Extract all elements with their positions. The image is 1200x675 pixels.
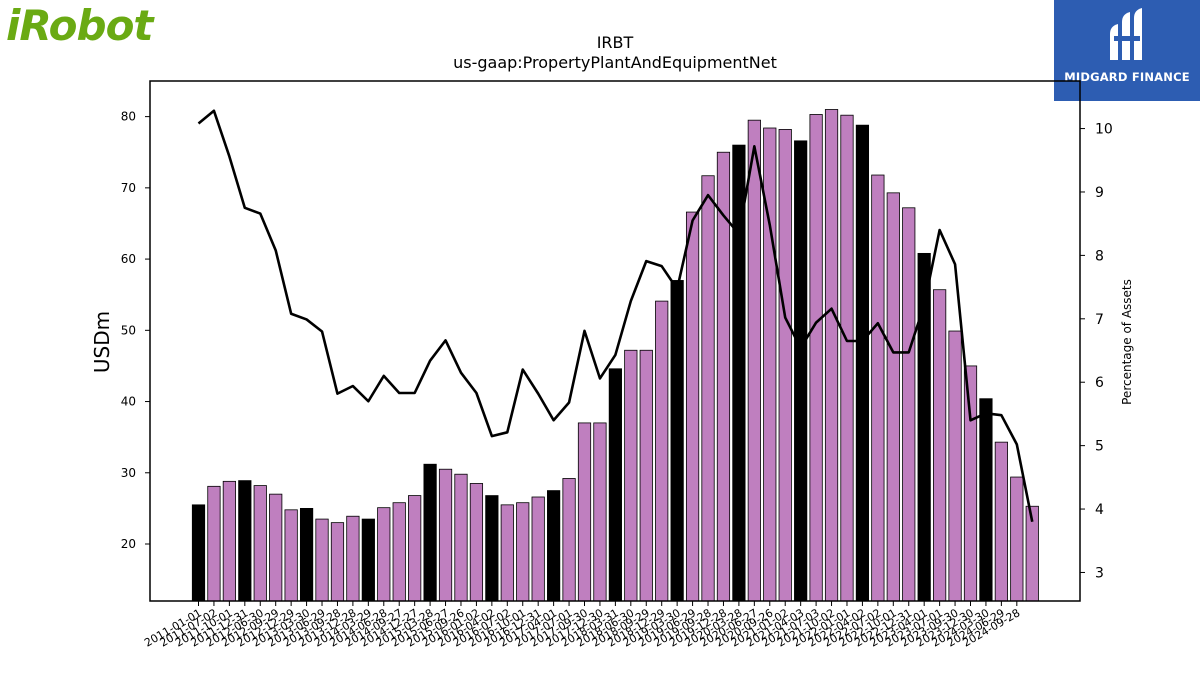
y2-tick-label: 6 — [1095, 375, 1104, 391]
bar — [886, 192, 900, 602]
irobot-logo-text: iRobot — [6, 2, 155, 46]
bar — [500, 504, 514, 602]
y-tick-label: 80 — [121, 110, 136, 124]
bar — [685, 211, 700, 602]
bar — [469, 483, 484, 602]
percent-of-assets-line — [197, 109, 1034, 522]
y-tick-label: 40 — [121, 395, 136, 409]
y2-tick-label: 10 — [1095, 122, 1113, 138]
bar — [454, 473, 468, 602]
y2-tick-label: 8 — [1095, 248, 1104, 264]
bar — [377, 507, 391, 602]
bar — [1010, 476, 1024, 602]
bar — [824, 109, 839, 602]
y-tick-label: 30 — [121, 466, 136, 480]
bar — [794, 140, 808, 602]
y2-tick-label: 7 — [1095, 312, 1104, 328]
irobot-logo: iRobot — [6, 2, 156, 46]
bar — [963, 365, 978, 602]
bar — [361, 518, 375, 602]
bar — [809, 114, 823, 602]
bar — [516, 502, 530, 602]
bar — [531, 496, 545, 602]
bar — [392, 502, 406, 602]
bar — [191, 504, 206, 602]
bar — [778, 129, 792, 602]
bar — [253, 485, 267, 602]
bar — [423, 463, 437, 602]
badge-text: MIDGARD FINANCE — [1064, 70, 1190, 84]
bar — [871, 174, 885, 602]
bar — [330, 522, 345, 602]
bar — [994, 441, 1008, 602]
y-axis-label: USDm — [90, 311, 114, 373]
bar — [315, 518, 329, 602]
y2-axis-label: Percentage of Assets — [1120, 279, 1134, 405]
bar — [547, 490, 561, 602]
bar — [933, 289, 947, 602]
bar — [485, 495, 499, 602]
y2-tick-label: 4 — [1095, 502, 1104, 518]
y2-tick-label: 3 — [1095, 565, 1104, 581]
midgard-logo-icon — [1110, 8, 1142, 60]
bar — [438, 468, 453, 602]
bar — [701, 175, 715, 602]
bar — [855, 124, 870, 602]
bar — [840, 114, 854, 602]
bar — [624, 349, 638, 602]
bar — [655, 300, 669, 602]
bar — [207, 485, 221, 602]
bar — [639, 349, 653, 602]
y-tick-label: 70 — [121, 181, 136, 195]
bar — [269, 493, 283, 602]
bar — [593, 422, 607, 602]
bar — [562, 478, 576, 602]
bar — [948, 330, 962, 602]
chart-subtitle: us-gaap:PropertyPlantAndEquipmentNet — [453, 53, 777, 72]
bar — [902, 207, 916, 602]
y-tick-label: 60 — [121, 252, 136, 266]
bar — [577, 422, 592, 602]
axes-group: 203040506070803456789102011-01-012011-07… — [121, 80, 1113, 650]
bar — [238, 480, 252, 602]
midgard-finance-badge: MIDGARD FINANCE — [1054, 0, 1200, 101]
bar — [346, 515, 360, 602]
y-tick-label: 50 — [121, 323, 136, 337]
bar — [979, 398, 993, 602]
bar — [747, 119, 761, 602]
bar — [222, 480, 236, 602]
y-tick-label: 20 — [121, 537, 136, 551]
bar — [284, 509, 298, 602]
bar — [670, 280, 684, 602]
y2-tick-label: 5 — [1095, 439, 1104, 455]
bar — [299, 507, 314, 602]
line-group — [197, 109, 1034, 522]
bar — [408, 495, 422, 602]
y2-tick-label: 9 — [1095, 185, 1104, 201]
bar — [608, 368, 622, 602]
chart-title: IRBT — [597, 33, 634, 52]
